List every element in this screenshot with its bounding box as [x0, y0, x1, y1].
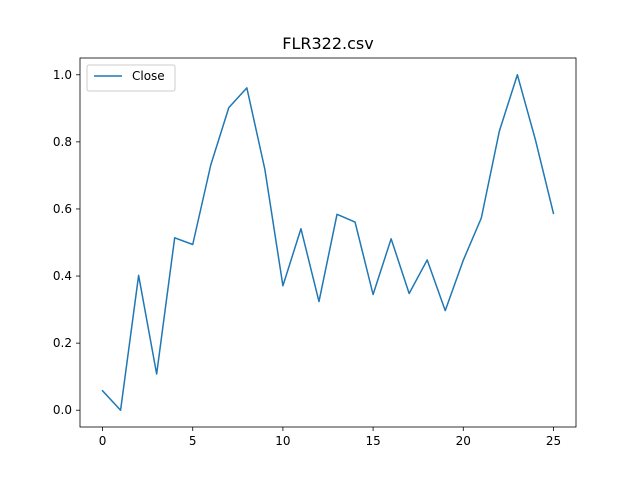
x-axis: 0 5 10 15 20 25: [99, 427, 561, 448]
y-tick-label: 0.6: [53, 202, 72, 216]
legend-box: [86, 64, 176, 92]
plot-area: [80, 58, 576, 427]
plot-frame: [79, 57, 577, 428]
x-tick-label: 5: [189, 434, 197, 448]
y-tick-label: 0.2: [53, 336, 72, 350]
legend-label-close: Close: [132, 69, 165, 83]
series-layer: [101, 74, 555, 411]
series-line-close: [101, 74, 555, 411]
axes-spines: [79, 57, 577, 428]
legend: Close: [86, 64, 176, 92]
y-tick-label: 0.0: [53, 403, 72, 417]
y-axis: 0.0 0.2 0.4 0.6 0.8 1.0: [53, 68, 80, 417]
x-tick-label: 10: [275, 434, 290, 448]
x-tick-label: 25: [546, 434, 561, 448]
x-tick-label: 0: [99, 434, 107, 448]
plot-background: [80, 58, 576, 427]
y-tick-label: 0.4: [53, 269, 72, 283]
y-tick-label: 1.0: [53, 68, 72, 82]
x-tick-label: 20: [456, 434, 471, 448]
y-tick-label: 0.8: [53, 135, 72, 149]
chart-title: FLR322.csv: [282, 34, 373, 53]
x-tick-label: 15: [365, 434, 380, 448]
